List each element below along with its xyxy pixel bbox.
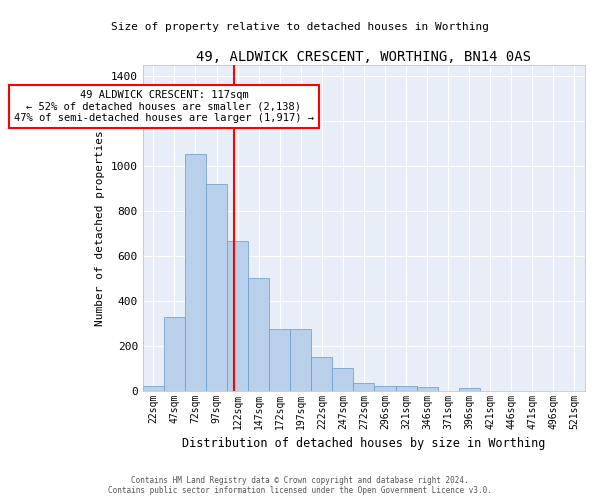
Y-axis label: Number of detached properties: Number of detached properties	[95, 130, 106, 326]
Text: Contains HM Land Registry data © Crown copyright and database right 2024.
Contai: Contains HM Land Registry data © Crown c…	[108, 476, 492, 495]
Bar	[185, 154, 206, 390]
Bar	[227, 241, 248, 390]
Text: Size of property relative to detached houses in Worthing: Size of property relative to detached ho…	[111, 22, 489, 32]
Bar	[248, 278, 269, 390]
Bar	[206, 184, 227, 390]
Bar	[458, 388, 480, 390]
Bar	[290, 329, 311, 390]
Bar	[164, 316, 185, 390]
Bar	[374, 386, 395, 390]
Bar	[353, 383, 374, 390]
Bar	[416, 388, 437, 390]
Bar	[395, 386, 416, 390]
Text: 49 ALDWICK CRESCENT: 117sqm
← 52% of detached houses are smaller (2,138)
47% of : 49 ALDWICK CRESCENT: 117sqm ← 52% of det…	[14, 90, 314, 123]
Title: 49, ALDWICK CRESCENT, WORTHING, BN14 0AS: 49, ALDWICK CRESCENT, WORTHING, BN14 0AS	[196, 50, 532, 64]
Bar	[311, 356, 332, 390]
Bar	[143, 386, 164, 390]
X-axis label: Distribution of detached houses by size in Worthing: Distribution of detached houses by size …	[182, 437, 545, 450]
Bar	[332, 368, 353, 390]
Bar	[269, 329, 290, 390]
